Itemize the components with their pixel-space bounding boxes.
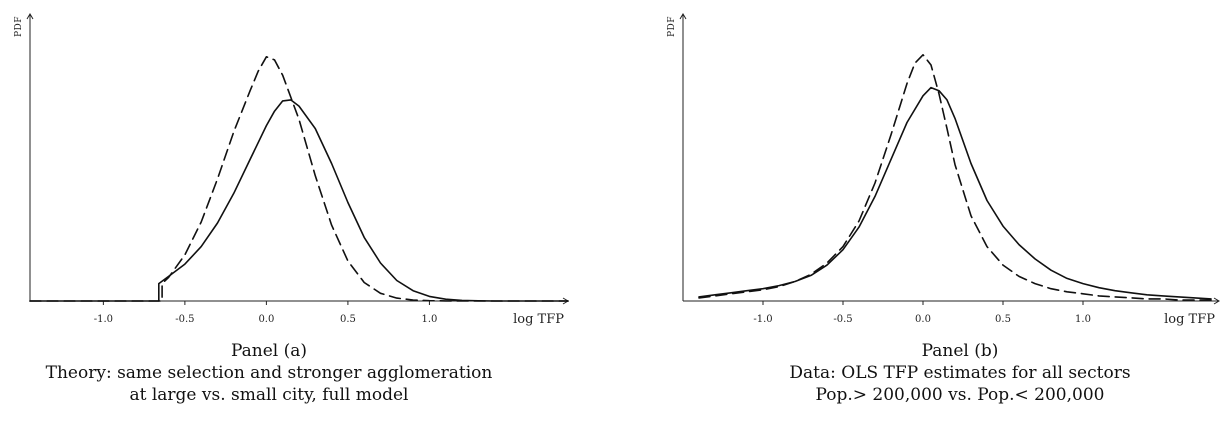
panel-b-caption: Panel (b) Data: OLS TFP estimates for al… bbox=[695, 340, 1225, 406]
panel-b-y-label: PDF bbox=[667, 16, 677, 37]
panel-b-x-tick-label: 0.0 bbox=[915, 314, 931, 325]
panel-a-x-tick-label: 0.5 bbox=[340, 314, 356, 325]
panel-b-x-tick-label: 0.5 bbox=[995, 314, 1011, 325]
panel-b-subtitle-line1: Data: OLS TFP estimates for all sectors bbox=[789, 363, 1131, 383]
panel-b-x-tick-label: -1.0 bbox=[753, 314, 772, 325]
panel-a-series-dashed bbox=[29, 56, 569, 302]
panel-a-caption: Panel (a) Theory: same selection and str… bbox=[4, 340, 534, 406]
panel-a-subtitle-line2: at large vs. small city, full model bbox=[129, 385, 409, 405]
panel-b-plot: PDF -1.0 -0.5 0.0 0.5 1.0 log TFP bbox=[667, 13, 1220, 327]
panel-a-x-tick-label: -0.5 bbox=[175, 314, 194, 325]
panel-b-y-axis-arrow bbox=[679, 13, 687, 20]
panel-a-series-solid bbox=[29, 99, 569, 302]
panel-b-title: Panel (b) bbox=[921, 341, 999, 361]
panel-b-x-tick-label: -0.5 bbox=[833, 314, 852, 325]
panel-a-x-tick-label: -1.0 bbox=[94, 314, 113, 325]
panel-b-series-dashed bbox=[698, 54, 1212, 301]
panel-a-y-label: PDF bbox=[14, 16, 24, 37]
panel-a-title: Panel (a) bbox=[230, 341, 308, 361]
panel-a-subtitle-line1: Theory: same selection and stronger aggl… bbox=[45, 363, 493, 383]
panel-a-x-tick-label: 0.0 bbox=[258, 314, 274, 325]
panel-a-y-axis-arrow bbox=[26, 13, 34, 20]
panel-b-series-solid bbox=[698, 86, 1212, 300]
panel-b-subtitle-line2: Pop.> 200,000 vs. Pop.< 200,000 bbox=[815, 385, 1105, 405]
panel-b-x-label: log TFP bbox=[1164, 312, 1215, 327]
figure: PDF -1.0 -0.5 0.0 0.5 1.0 log TFP PDF -1.0 -0.5 0.… bbox=[14, 13, 1220, 327]
panel-b-x-tick-label: 1.0 bbox=[1075, 314, 1091, 325]
panel-a-x-label: log TFP bbox=[513, 312, 564, 327]
panel-a-x-tick-label: 1.0 bbox=[421, 314, 437, 325]
panel-a-plot: PDF -1.0 -0.5 0.0 0.5 1.0 log TFP bbox=[14, 13, 569, 327]
panel-b-x-axis-arrow bbox=[1213, 297, 1220, 305]
